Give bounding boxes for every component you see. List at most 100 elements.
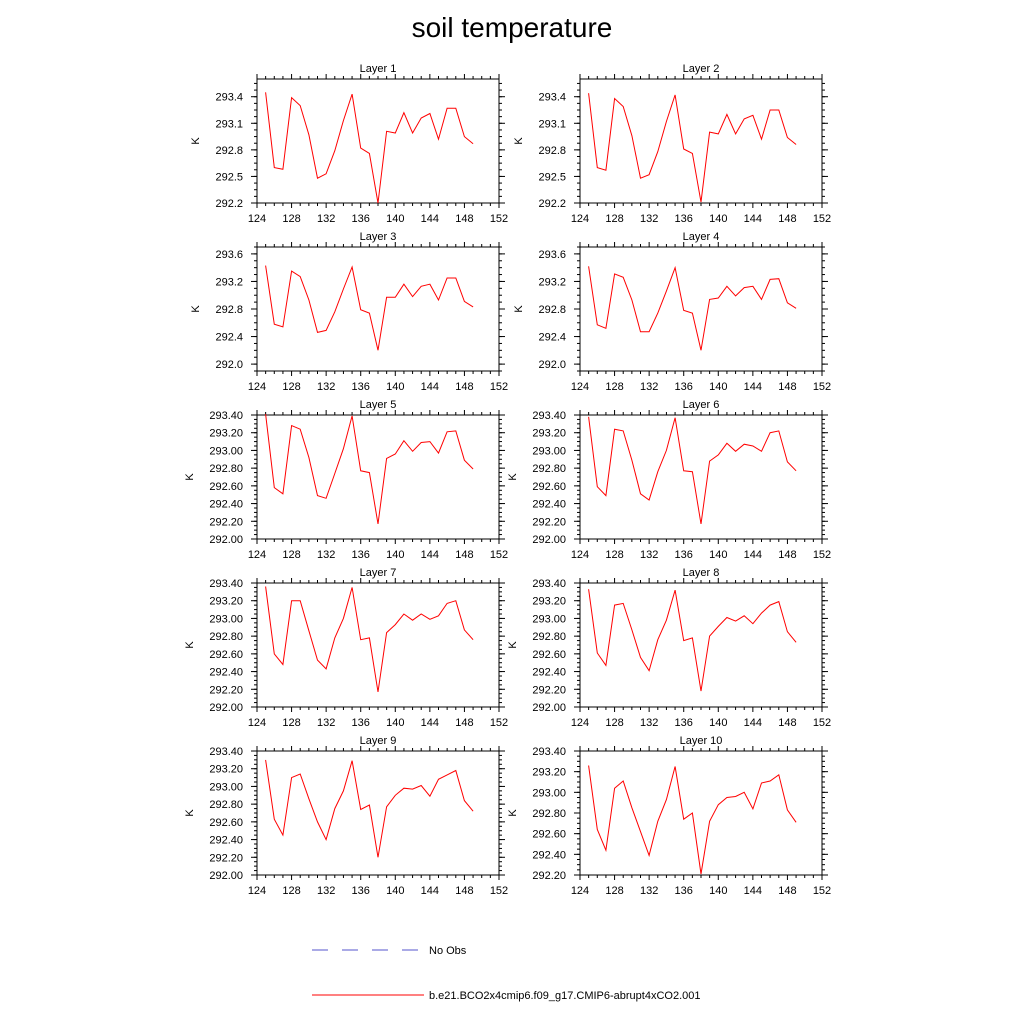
chart-panel: Layer 4 124 128 132 136 140 144 148 152 292.0 292.… xyxy=(513,231,831,393)
y-tick-label: 293.00 xyxy=(532,787,566,799)
x-tick-label: 128 xyxy=(605,213,623,225)
x-tick-label: 148 xyxy=(778,213,796,225)
chart-panel: Layer 2 124 128 132 136 140 144 148 152 292.2 292.… xyxy=(513,63,831,225)
y-tick-label: 292.00 xyxy=(532,702,566,714)
chart-panel: Layer 5 124 128 132 136 140 144 148 152 292.00 292… xyxy=(184,399,508,561)
y-tick-label: 292.5 xyxy=(215,171,243,183)
x-tick-label: 132 xyxy=(640,549,658,561)
y-tick-label: 292.20 xyxy=(209,684,243,696)
y-tick-label: 292.80 xyxy=(209,463,243,475)
y-tick-label: 293.40 xyxy=(209,578,243,590)
x-tick-label: 152 xyxy=(490,549,508,561)
y-tick-label: 292.8 xyxy=(215,145,243,157)
x-tick-label: 124 xyxy=(571,717,589,729)
x-tick-label: 132 xyxy=(640,213,658,225)
panel-title: Layer 3 xyxy=(360,231,397,243)
y-tick-label: 293.4 xyxy=(538,92,566,104)
y-tick-label: 292.60 xyxy=(209,817,243,829)
y-tick-label: 292.80 xyxy=(532,631,566,643)
x-tick-label: 140 xyxy=(386,381,404,393)
x-tick-label: 140 xyxy=(709,213,727,225)
x-tick-label: 128 xyxy=(605,885,623,897)
figure-title: soil temperature xyxy=(411,12,613,43)
plot-frame xyxy=(579,750,823,876)
series-line xyxy=(588,93,797,203)
x-tick-label: 124 xyxy=(248,549,266,561)
x-tick-label: 148 xyxy=(455,213,473,225)
y-axis-label: K xyxy=(507,473,519,481)
chart-panel: Layer 3 124 128 132 136 140 144 148 152 292.0 292.… xyxy=(190,231,508,393)
x-tick-label: 140 xyxy=(386,717,404,729)
x-tick-label: 144 xyxy=(744,381,762,393)
series-line xyxy=(265,265,474,351)
y-tick-label: 292.40 xyxy=(532,667,566,679)
y-axis-label: K xyxy=(184,809,196,817)
panel-title: Layer 10 xyxy=(680,735,723,747)
panel-title: Layer 1 xyxy=(360,63,397,75)
x-tick-label: 140 xyxy=(386,213,404,225)
y-tick-label: 292.5 xyxy=(538,171,566,183)
x-tick-label: 140 xyxy=(709,381,727,393)
y-tick-label: 293.6 xyxy=(215,249,243,261)
chart-panel: Layer 6 124 128 132 136 140 144 148 152 292.00 292… xyxy=(507,399,831,561)
x-tick-label: 128 xyxy=(282,885,300,897)
y-tick-label: 293.20 xyxy=(209,428,243,440)
y-tick-label: 292.40 xyxy=(532,499,566,511)
x-tick-label: 132 xyxy=(317,381,335,393)
y-tick-label: 292.40 xyxy=(209,499,243,511)
x-tick-label: 144 xyxy=(744,885,762,897)
legend-label: No Obs xyxy=(429,945,467,957)
panel-title: Layer 6 xyxy=(683,399,720,411)
x-tick-label: 144 xyxy=(744,717,762,729)
x-tick-label: 124 xyxy=(571,381,589,393)
x-tick-label: 124 xyxy=(248,381,266,393)
y-tick-label: 292.20 xyxy=(532,870,566,882)
y-axis-label: K xyxy=(184,473,196,481)
x-tick-label: 140 xyxy=(709,885,727,897)
y-tick-label: 292.00 xyxy=(209,702,243,714)
y-tick-label: 292.4 xyxy=(215,332,243,344)
x-tick-label: 132 xyxy=(317,549,335,561)
x-tick-label: 136 xyxy=(675,885,693,897)
x-tick-label: 136 xyxy=(352,885,370,897)
panel-title: Layer 4 xyxy=(683,231,720,243)
y-tick-label: 293.1 xyxy=(538,118,566,130)
x-tick-label: 124 xyxy=(571,549,589,561)
y-tick-label: 292.00 xyxy=(532,534,566,546)
x-tick-label: 124 xyxy=(248,885,266,897)
y-tick-label: 293.2 xyxy=(538,276,566,288)
series-line xyxy=(265,759,474,858)
x-tick-label: 152 xyxy=(490,717,508,729)
y-tick-label: 293.40 xyxy=(209,746,243,758)
x-tick-label: 132 xyxy=(317,717,335,729)
x-tick-label: 132 xyxy=(640,381,658,393)
series-line xyxy=(265,586,474,692)
x-tick-label: 144 xyxy=(421,549,439,561)
y-tick-label: 292.0 xyxy=(538,359,566,371)
x-tick-label: 136 xyxy=(352,213,370,225)
x-tick-label: 128 xyxy=(605,381,623,393)
y-tick-label: 292.40 xyxy=(209,667,243,679)
x-tick-label: 128 xyxy=(282,213,300,225)
y-tick-label: 292.60 xyxy=(532,481,566,493)
y-tick-label: 292.00 xyxy=(209,870,243,882)
legend-label: b.e21.BCO2x4cmip6.f09_g17.CMIP6-abrupt4x… xyxy=(429,990,701,1002)
x-tick-label: 152 xyxy=(490,381,508,393)
x-tick-label: 152 xyxy=(813,381,831,393)
panel-title: Layer 5 xyxy=(360,399,397,411)
x-tick-label: 152 xyxy=(490,885,508,897)
x-tick-label: 136 xyxy=(352,549,370,561)
y-tick-label: 292.4 xyxy=(538,332,566,344)
y-tick-label: 292.60 xyxy=(532,649,566,661)
x-tick-label: 152 xyxy=(813,213,831,225)
y-tick-label: 292.0 xyxy=(215,359,243,371)
y-tick-label: 293.40 xyxy=(209,410,243,422)
plot-frame xyxy=(256,246,500,372)
y-tick-label: 293.1 xyxy=(215,118,243,130)
y-tick-label: 293.40 xyxy=(532,578,566,590)
y-tick-label: 293.20 xyxy=(532,767,566,779)
x-tick-label: 124 xyxy=(571,213,589,225)
chart-panel: Layer 9 124 128 132 136 140 144 148 152 292.00 292… xyxy=(184,735,508,897)
x-tick-label: 148 xyxy=(778,717,796,729)
panel-title: Layer 2 xyxy=(683,63,720,75)
